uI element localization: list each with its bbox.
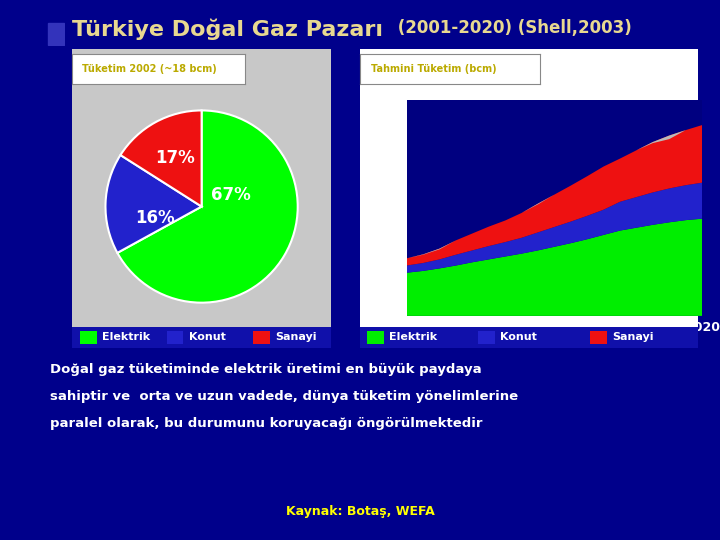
Text: Konut: Konut	[500, 333, 537, 342]
Text: Konut: Konut	[189, 333, 225, 342]
Text: Sanayi: Sanayi	[276, 333, 317, 342]
Bar	[478, 330, 495, 345]
Text: Elektrik: Elektrik	[102, 333, 150, 342]
Wedge shape	[117, 110, 298, 302]
Text: Türkiye Doğal Gaz Pazarı: Türkiye Doğal Gaz Pazarı	[72, 19, 383, 40]
Bar	[253, 330, 270, 345]
Text: Tahmini Tüketim (bcm): Tahmini Tüketim (bcm)	[371, 64, 496, 74]
Text: 67%: 67%	[210, 186, 251, 204]
Bar	[80, 330, 96, 345]
Wedge shape	[120, 110, 202, 206]
Text: paralel olarak, bu durumunu koruyacağı öngörülmektedir: paralel olarak, bu durumunu koruyacağı ö…	[50, 417, 483, 430]
Text: sahiptir ve  orta ve uzun vadede, dünya tüketim yönelimlerine: sahiptir ve orta ve uzun vadede, dünya t…	[50, 390, 518, 403]
Text: Elektrik: Elektrik	[389, 333, 437, 342]
Wedge shape	[106, 155, 202, 253]
Text: Sanayi: Sanayi	[612, 333, 654, 342]
Text: (2001-2020) (Shell,2003): (2001-2020) (Shell,2003)	[392, 19, 632, 37]
Bar	[166, 330, 184, 345]
Text: Doğal gaz tüketiminde elektrik üretimi en büyük paydaya: Doğal gaz tüketiminde elektrik üretimi e…	[50, 363, 482, 376]
Bar	[590, 330, 607, 345]
Bar	[366, 330, 384, 345]
Text: Kaynak: Botaş, WEFA: Kaynak: Botaş, WEFA	[286, 505, 434, 518]
Text: 17%: 17%	[155, 150, 194, 167]
Text: Tüketim 2002 (~18 bcm): Tüketim 2002 (~18 bcm)	[82, 64, 217, 74]
Text: 16%: 16%	[135, 209, 175, 227]
